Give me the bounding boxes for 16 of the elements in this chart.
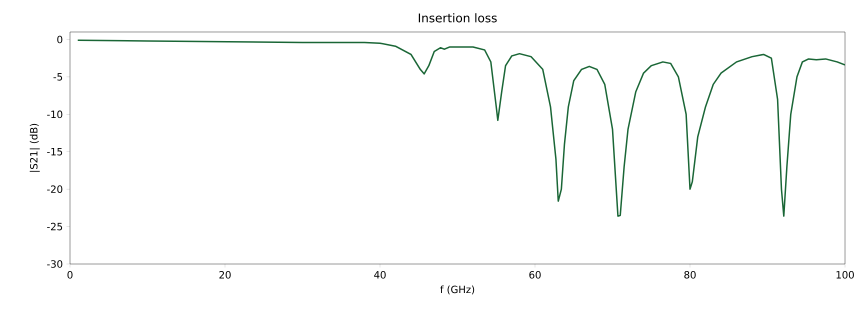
x-tick-label: 0 (67, 271, 73, 279)
y-tick-label: -30 (47, 260, 62, 268)
y-tick-label: -10 (47, 110, 62, 118)
chart-title: Insertion loss (418, 13, 497, 22)
y-tick-label: -25 (47, 222, 62, 230)
y-tick-label: -20 (47, 185, 62, 193)
y-tick-label: -15 (47, 148, 62, 156)
y-axis-title: |S21| (dB) (30, 124, 40, 172)
x-tick-label: 60 (529, 271, 541, 279)
x-tick-label: 20 (219, 271, 231, 279)
x-axis-title: f (GHz) (440, 285, 474, 294)
y-tick-label: 0 (57, 36, 62, 44)
x-tick-label: 40 (374, 271, 386, 279)
y-tick-label: -5 (53, 73, 62, 81)
x-tick-label: 100 (836, 271, 854, 279)
x-tick-label: 80 (684, 271, 696, 279)
